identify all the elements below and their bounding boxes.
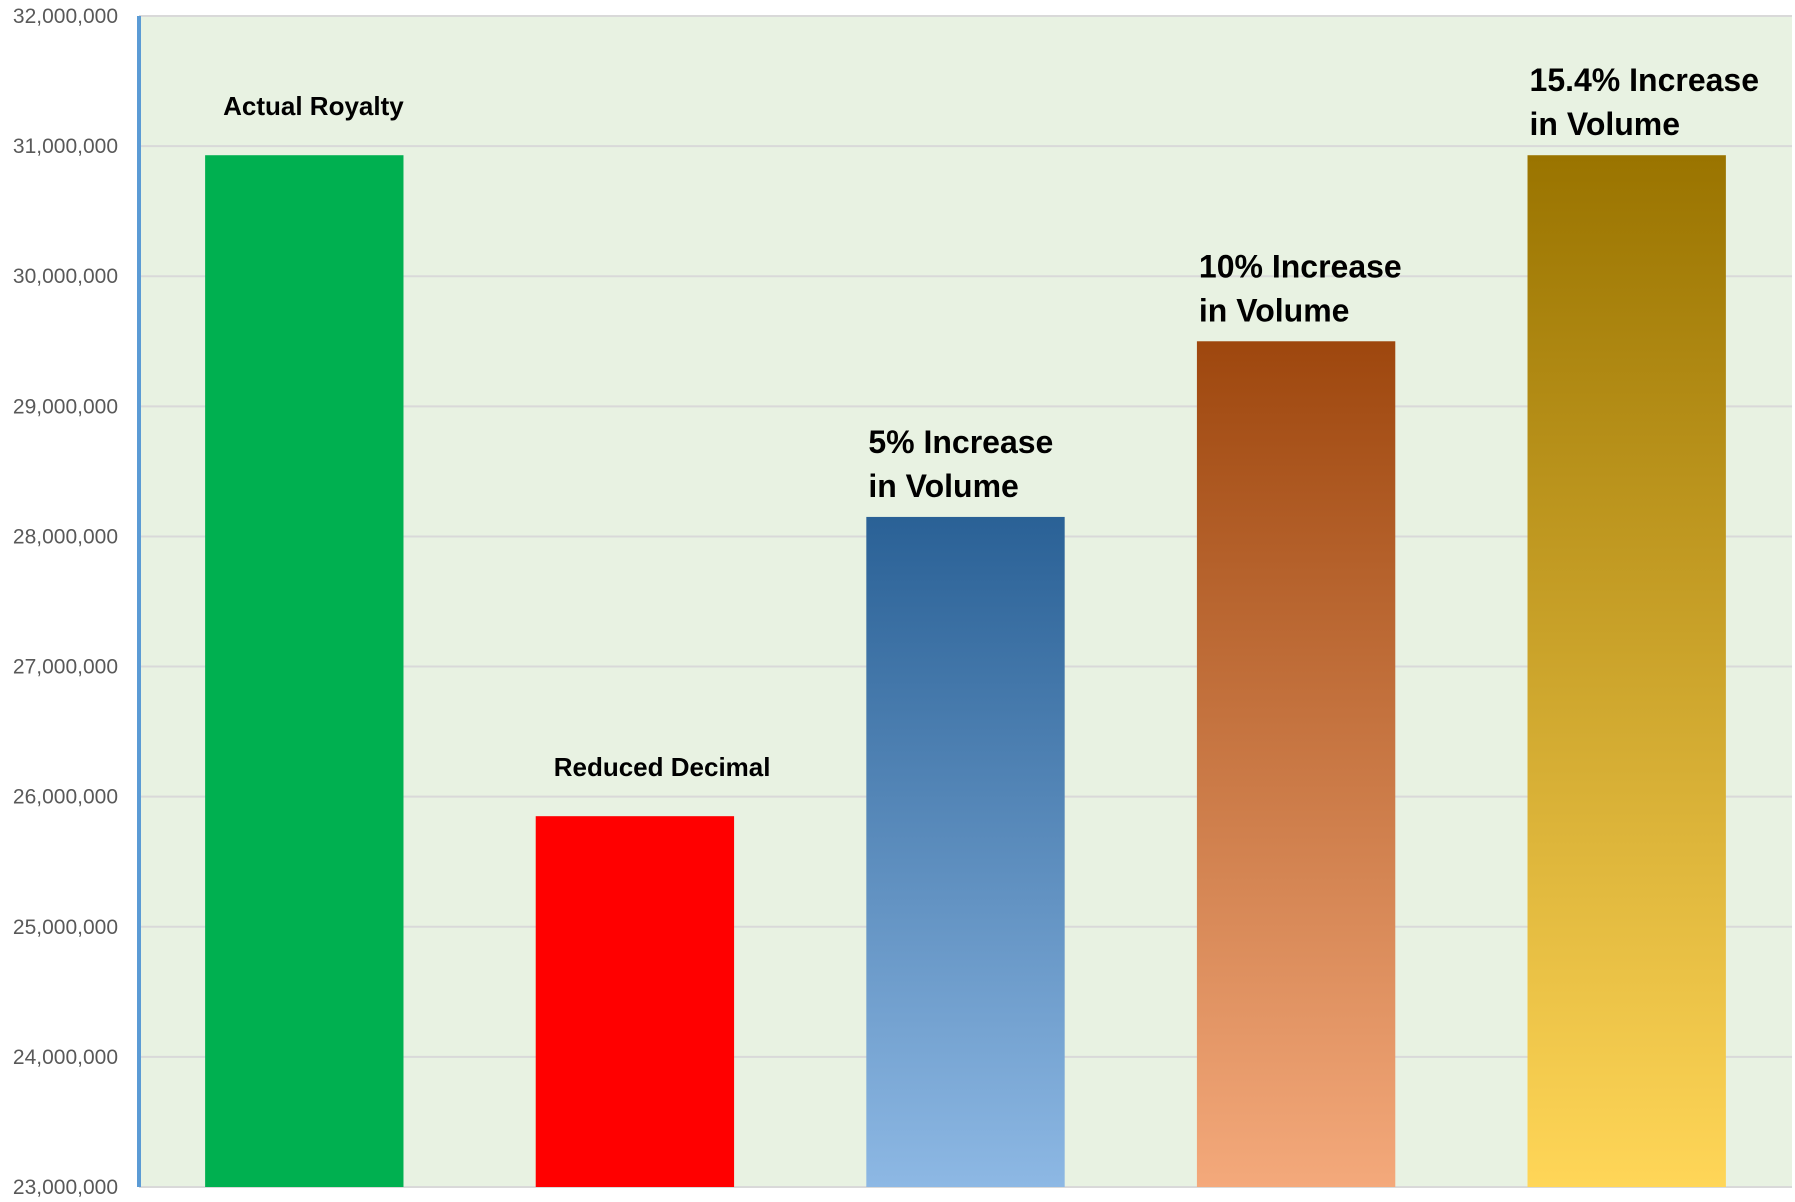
bar-category-label: in Volume [1530,106,1681,142]
bar-category-label: 10% Increase [1199,248,1402,284]
y-tick-label: 31,000,000 [13,135,118,158]
y-tick-label: 25,000,000 [13,916,118,939]
bar [1527,155,1726,1188]
y-tick-label: 29,000,000 [13,395,118,418]
bar [205,155,404,1188]
bar [1196,341,1396,1187]
y-tick-label: 32,000,000 [13,5,118,28]
bar-category-label: in Volume [868,468,1019,504]
y-tick-label: 26,000,000 [13,786,118,809]
y-tick-label: 24,000,000 [13,1046,118,1069]
y-tick-label: 27,000,000 [13,656,118,679]
bar-category-label: 15.4% Increase [1530,62,1760,98]
y-tick-label: 23,000,000 [13,1176,118,1197]
bar [866,516,1065,1187]
y-tick-label: 30,000,000 [13,265,118,288]
bar-category-label: 5% Increase [868,424,1053,460]
bar-category-label: in Volume [1199,292,1350,328]
bar [535,816,735,1187]
bar-category-label: Actual Royalty [223,91,404,121]
bar-category-label: Reduced Decimal [554,752,771,782]
y-tick-label: 28,000,000 [13,525,118,548]
